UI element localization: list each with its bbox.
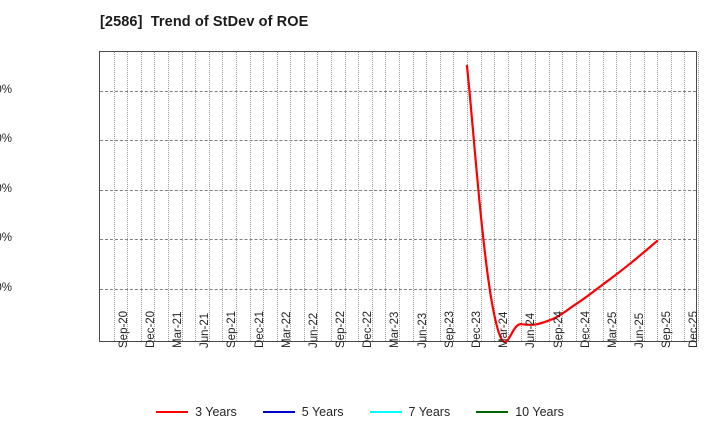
legend-item[interactable]: 7 Years: [369, 405, 451, 419]
gridline-vertical: [548, 52, 550, 341]
gridline-vertical-minor: [154, 52, 156, 341]
gridline-vertical: [575, 52, 577, 341]
x-axis-tick-label: Sep-23: [443, 310, 456, 348]
gridline-vertical-minor: [562, 52, 564, 341]
x-axis-tick-label: Jun-25: [634, 312, 647, 348]
gridline-vertical-minor: [317, 52, 319, 341]
y-axis-tick-label: 50.0%: [0, 83, 12, 96]
x-axis-tick-label: Dec-23: [470, 310, 483, 348]
gridline-vertical-minor: [589, 52, 591, 341]
x-axis-tick-label: Jun-22: [307, 312, 320, 348]
x-axis-tick-label: Mar-21: [171, 311, 184, 348]
x-axis-tick-label: Sep-20: [117, 310, 130, 348]
gridline-vertical-minor: [507, 52, 509, 341]
gridline-horizontal: [100, 239, 696, 241]
x-axis-tick-label: Mar-22: [280, 311, 293, 348]
gridline-vertical-minor: [426, 52, 428, 341]
y-axis-tick-label: 10.0%: [0, 281, 12, 294]
plot-area: [99, 51, 699, 344]
legend-color-swatch: [476, 411, 509, 413]
gridline-horizontal: [100, 90, 696, 92]
y-axis-tick-label: 30.0%: [0, 182, 12, 195]
gridline-vertical-minor: [698, 52, 699, 341]
gridline-vertical: [657, 52, 659, 341]
gridline-vertical: [494, 52, 496, 341]
y-axis-tick-label: 20.0%: [0, 232, 12, 245]
gridline-vertical-minor: [181, 52, 183, 341]
gridline-vertical-minor: [127, 52, 129, 341]
x-axis-tick-label: Mar-24: [498, 311, 511, 348]
gridline-vertical: [412, 52, 414, 341]
gridline-vertical: [602, 52, 604, 341]
x-axis-tick-label: Dec-20: [144, 310, 157, 348]
gridline-vertical: [167, 52, 169, 341]
x-axis-tick-label: Dec-21: [253, 310, 266, 348]
gridline-vertical: [195, 52, 197, 341]
gridline-vertical: [140, 52, 142, 341]
x-axis-tick-label: Dec-24: [579, 310, 592, 348]
gridline-vertical-minor: [534, 52, 536, 341]
legend-item[interactable]: 3 Years: [156, 405, 237, 419]
gridline-vertical-minor: [399, 52, 400, 341]
gridline-vertical: [113, 52, 115, 341]
x-axis-tick-label: Jun-21: [199, 312, 212, 348]
gridline-vertical: [466, 52, 468, 341]
gridline-vertical-minor: [480, 52, 482, 341]
legend-label: 3 Years: [195, 405, 237, 419]
legend-color-swatch: [156, 411, 189, 413]
gridline-vertical-minor: [235, 52, 237, 341]
x-axis-tick-label: Sep-25: [661, 310, 674, 348]
gridline-vertical-minor: [208, 52, 210, 341]
x-axis-tick-label: Jun-24: [525, 312, 538, 348]
y-axis-tick-label: 40.0%: [0, 133, 12, 146]
gridline-vertical-minor: [263, 52, 265, 341]
gridline-vertical: [385, 52, 387, 341]
gridline-horizontal: [100, 140, 696, 142]
gridline-horizontal: [100, 189, 696, 191]
gridline-vertical-minor: [371, 52, 373, 341]
chart-legend: 3 Years 5 Years 7 Years 10 Years: [0, 405, 720, 419]
x-axis-tick-label: Sep-21: [226, 310, 239, 348]
x-axis-tick-label: Dec-22: [362, 310, 375, 348]
gridline-vertical: [630, 52, 632, 341]
chart-title: [2586] Trend of StDev of ROE: [100, 14, 309, 30]
x-axis-tick-label: Mar-25: [606, 311, 619, 348]
gridline-vertical: [276, 52, 278, 341]
gridline-vertical: [331, 52, 333, 341]
gridline-vertical-minor: [344, 52, 346, 341]
legend-label: 7 Years: [408, 405, 451, 419]
gridline-vertical: [439, 52, 441, 341]
x-axis-tick-label: Sep-24: [552, 310, 565, 348]
x-axis-tick-label: Jun-23: [416, 312, 429, 348]
gridline-vertical-minor: [643, 52, 645, 341]
gridline-vertical-minor: [290, 52, 292, 341]
legend-item[interactable]: 5 Years: [262, 405, 344, 419]
gridline-vertical: [684, 52, 686, 341]
gridline-horizontal: [100, 288, 696, 290]
gridline-vertical: [521, 52, 523, 341]
legend-label: 5 Years: [301, 405, 344, 419]
gridline-vertical: [358, 52, 360, 341]
legend-color-swatch: [262, 411, 295, 413]
legend-label: 10 Years: [515, 405, 564, 419]
gridline-vertical-minor: [670, 52, 672, 341]
gridline-vertical-minor: [616, 52, 618, 341]
gridline-vertical: [303, 52, 305, 341]
gridline-vertical: [222, 52, 224, 341]
legend-item[interactable]: 10 Years: [476, 405, 564, 419]
x-axis-tick-label: Dec-25: [688, 310, 701, 348]
gridline-vertical: [249, 52, 251, 341]
gridline-vertical-minor: [453, 52, 455, 341]
legend-color-swatch: [369, 411, 402, 413]
x-axis-tick-label: Sep-22: [335, 310, 348, 348]
x-axis-tick-label: Mar-23: [389, 311, 402, 348]
